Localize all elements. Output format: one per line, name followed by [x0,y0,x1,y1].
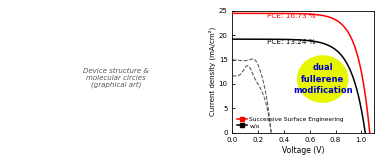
Legend: Successive Surface Engineering, w/o: Successive Surface Engineering, w/o [235,116,345,130]
Y-axis label: Current density (mA/cm²): Current density (mA/cm²) [208,27,216,116]
Text: Device structure &
molecular circles
(graphical art): Device structure & molecular circles (gr… [83,68,149,88]
X-axis label: Voltage (V): Voltage (V) [282,146,325,155]
Text: PCE: 16.73 %: PCE: 16.73 % [267,13,316,19]
Text: PCE: 13.24 %: PCE: 13.24 % [267,39,316,45]
Ellipse shape [297,55,349,103]
Text: dual
fullerene
modification: dual fullerene modification [293,63,353,95]
